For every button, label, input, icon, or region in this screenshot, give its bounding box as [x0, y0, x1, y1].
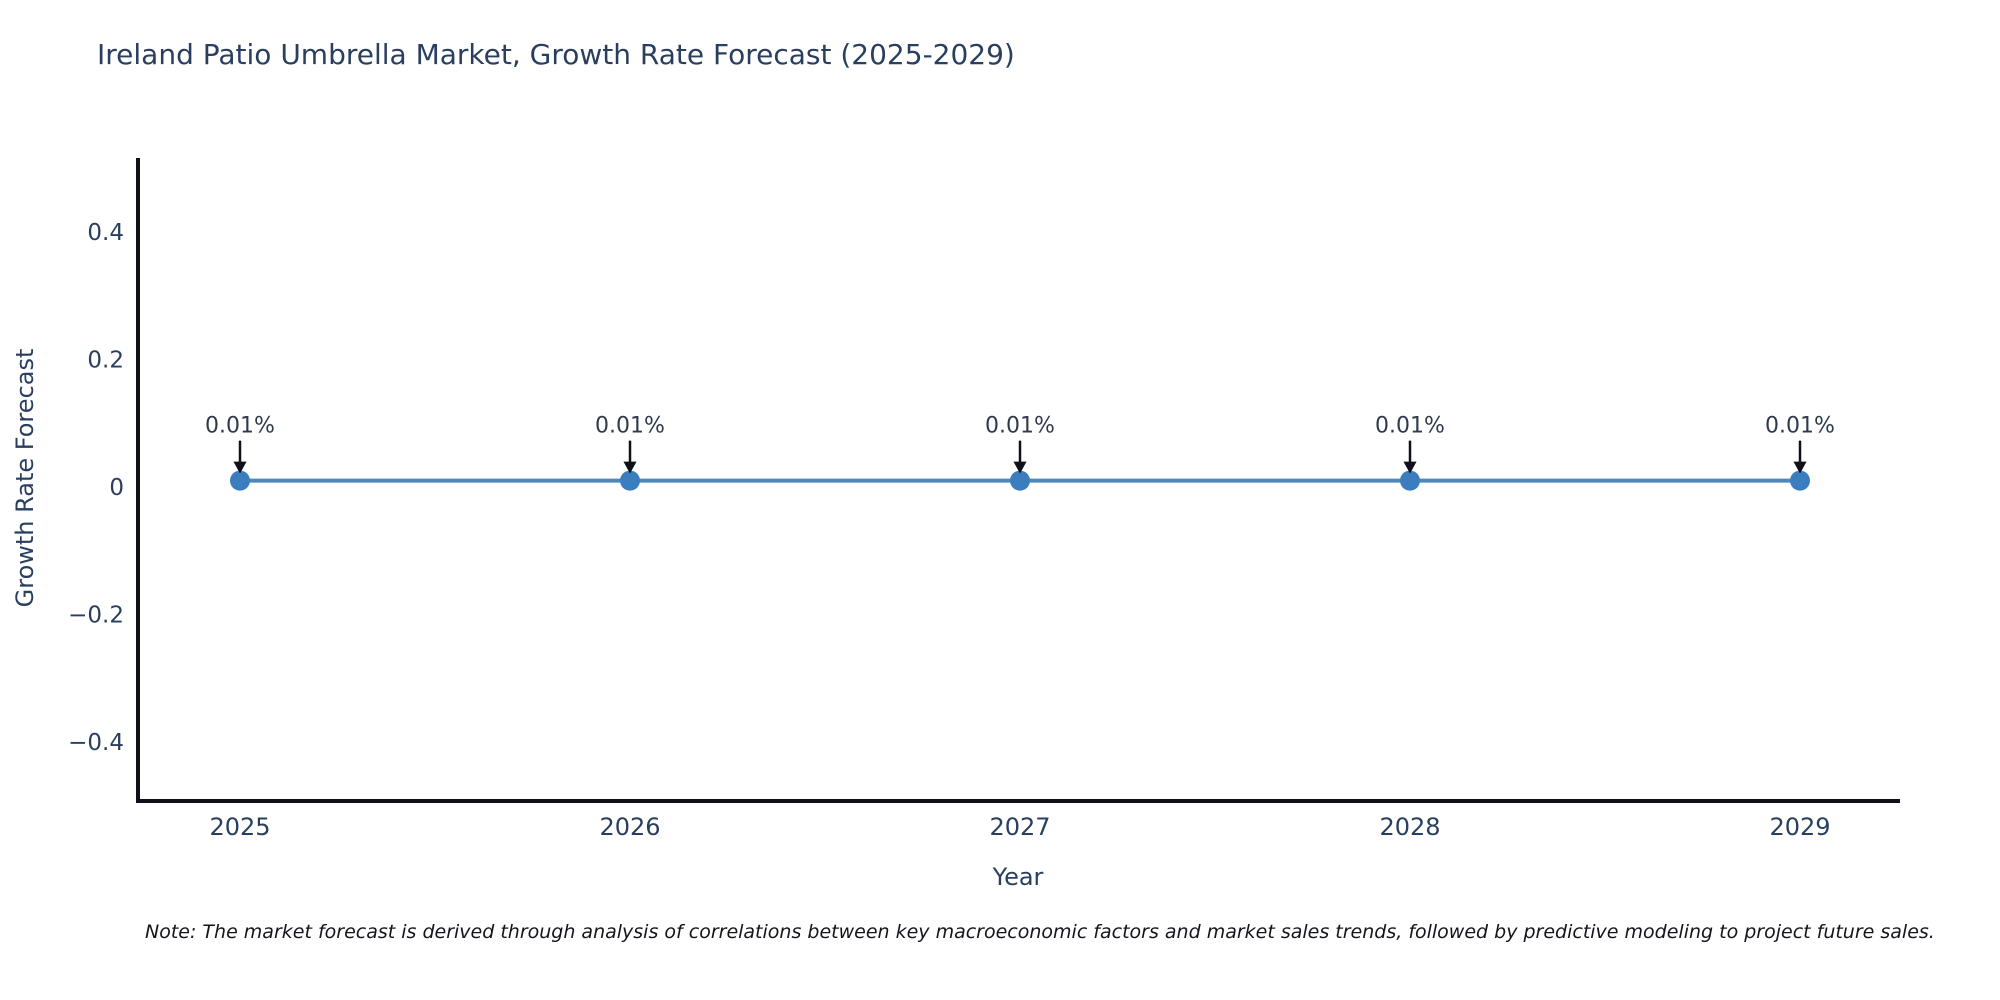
data-point-label: 0.01% [985, 414, 1055, 439]
data-point-label: 0.01% [205, 414, 275, 439]
annotation-arrowhead-icon [623, 461, 637, 474]
y-tick-label: 0.2 [87, 348, 124, 374]
x-tick-label: 2028 [1379, 813, 1440, 841]
data-point-marker[interactable] [1010, 470, 1030, 491]
data-point-marker[interactable] [1790, 470, 1810, 491]
x-tick-label: 2027 [989, 813, 1050, 841]
data-point-marker[interactable] [1400, 470, 1420, 491]
annotation-arrowhead-icon [1013, 461, 1027, 474]
y-tick-label: −0.2 [68, 603, 124, 629]
data-point-marker[interactable] [230, 470, 250, 491]
annotation-arrowhead-icon [1403, 461, 1417, 474]
data-point-marker[interactable] [620, 470, 640, 491]
annotation-arrowhead-icon [233, 461, 247, 474]
x-tick-label: 2026 [599, 813, 660, 841]
x-tick-label: 2025 [209, 813, 270, 841]
data-point-label: 0.01% [1765, 414, 1835, 439]
x-tick-label: 2029 [1769, 813, 1830, 841]
data-point-label: 0.01% [1375, 414, 1445, 439]
y-tick-label: −0.4 [68, 730, 124, 756]
y-tick-label: 0 [109, 475, 124, 501]
x-axis-title: Year [992, 863, 1044, 891]
y-tick-label: 0.4 [87, 220, 124, 246]
annotation-arrowhead-icon [1793, 461, 1807, 474]
footnote: Note: The market forecast is derived thr… [145, 921, 1935, 943]
data-point-label: 0.01% [595, 414, 665, 439]
chart-title: Ireland Patio Umbrella Market, Growth Ra… [97, 38, 1015, 71]
